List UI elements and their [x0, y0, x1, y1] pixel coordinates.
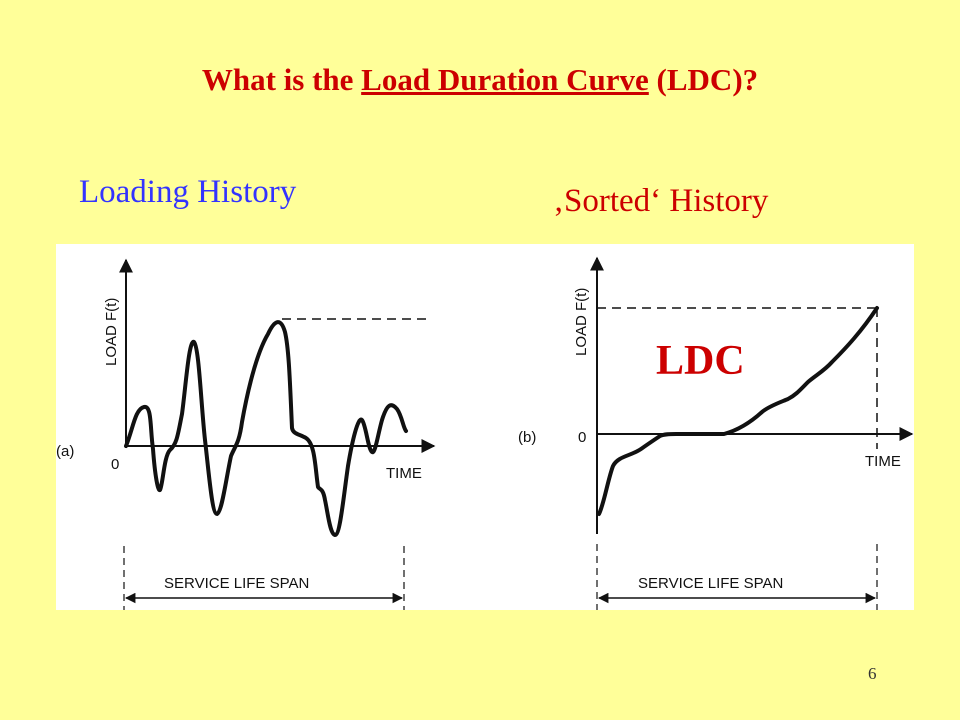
- slide-title: What is the Load Duration Curve (LDC)?: [0, 62, 960, 98]
- panel-a-span-label: SERVICE LIFE SPAN: [164, 575, 309, 592]
- panel-b-span-label: SERVICE LIFE SPAN: [638, 575, 783, 592]
- panel-b-tag: (b): [518, 429, 536, 446]
- panel-b-origin: 0: [578, 429, 586, 446]
- panel-b-x-axis-label: TIME: [865, 453, 901, 470]
- panel-a-origin: 0: [111, 456, 119, 473]
- ldc-diagram: LOAD F(t) (a) 0 TIME SERVICE LIFE SPAN L…: [56, 256, 914, 610]
- page-number: 6: [868, 664, 877, 683]
- ldc-figure: LOAD F(t) (a) 0 TIME SERVICE LIFE SPAN L…: [56, 244, 914, 610]
- panel-b-load-duration-curve: [597, 306, 879, 516]
- loading-history-caption: Loading History: [79, 174, 297, 210]
- panel-a-load-history-curve: [124, 320, 408, 537]
- title-suffix: (LDC)?: [648, 62, 759, 97]
- panel-b: LOAD F(t) (b) 0 TIME LDC SERVICE LIFE SP…: [518, 256, 914, 610]
- panel-b-y-axis-label: LOAD F(t): [573, 288, 590, 356]
- panel-a-x-axis-label: TIME: [386, 465, 422, 482]
- panel-a-tag: (a): [56, 443, 74, 460]
- title-prefix: What is the: [201, 62, 362, 97]
- panel-a-y-axis-label: LOAD F(t): [103, 298, 120, 366]
- title-term: Load Duration Curve: [361, 62, 649, 97]
- ldc-label: LDC: [656, 338, 745, 384]
- sorted-history-caption: ‚Sorted‘ History: [553, 183, 769, 219]
- panel-a: LOAD F(t) (a) 0 TIME SERVICE LIFE SPAN: [56, 258, 436, 610]
